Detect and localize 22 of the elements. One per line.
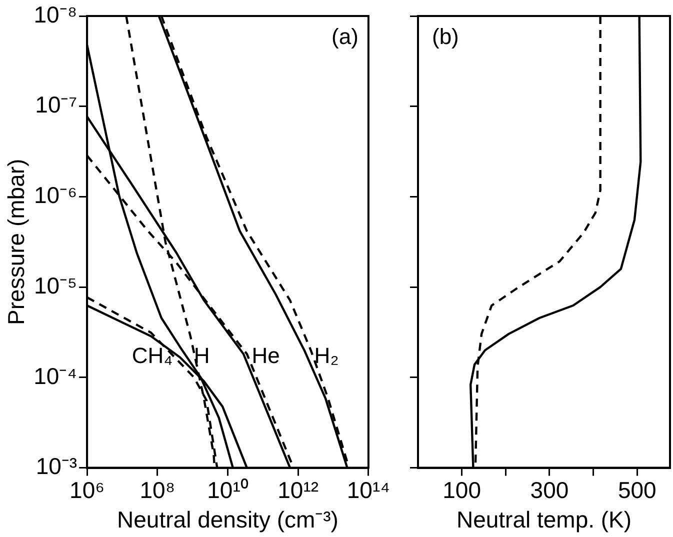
y-axis-title: Pressure (mbar)	[3, 158, 30, 325]
series-label: He	[252, 343, 280, 368]
x-tick-label: 10¹⁰	[207, 476, 248, 503]
y-tick-label: 10⁻⁴	[34, 362, 78, 389]
x-tick-label: 10⁶	[70, 476, 105, 503]
annotation: (a)	[332, 24, 358, 50]
y-tick-label: 10⁻³	[36, 453, 78, 480]
series-label: CH₄	[132, 343, 173, 368]
x-axis-title: Neutral density (cm⁻³)	[117, 506, 338, 533]
y-tick-label: 10⁻⁵	[34, 272, 78, 298]
x-tick-label: 10⁸	[140, 476, 176, 503]
x-tick-label: 300	[530, 476, 569, 503]
x-tick-label: 10¹⁴	[346, 476, 390, 503]
y-tick-label: 10⁻⁷	[35, 92, 78, 118]
y-tick-label: 10⁻⁶	[34, 182, 78, 208]
annotation: (b)	[432, 24, 459, 50]
y-tick-label: 10⁻⁸	[34, 1, 78, 28]
x-tick-label: 100	[442, 476, 482, 503]
x-tick-label: 10¹²	[278, 476, 319, 503]
x-tick-label: 500	[618, 476, 656, 503]
series-label: H₂	[314, 343, 339, 368]
x-axis-title: Neutral temp. (K)	[456, 506, 632, 533]
